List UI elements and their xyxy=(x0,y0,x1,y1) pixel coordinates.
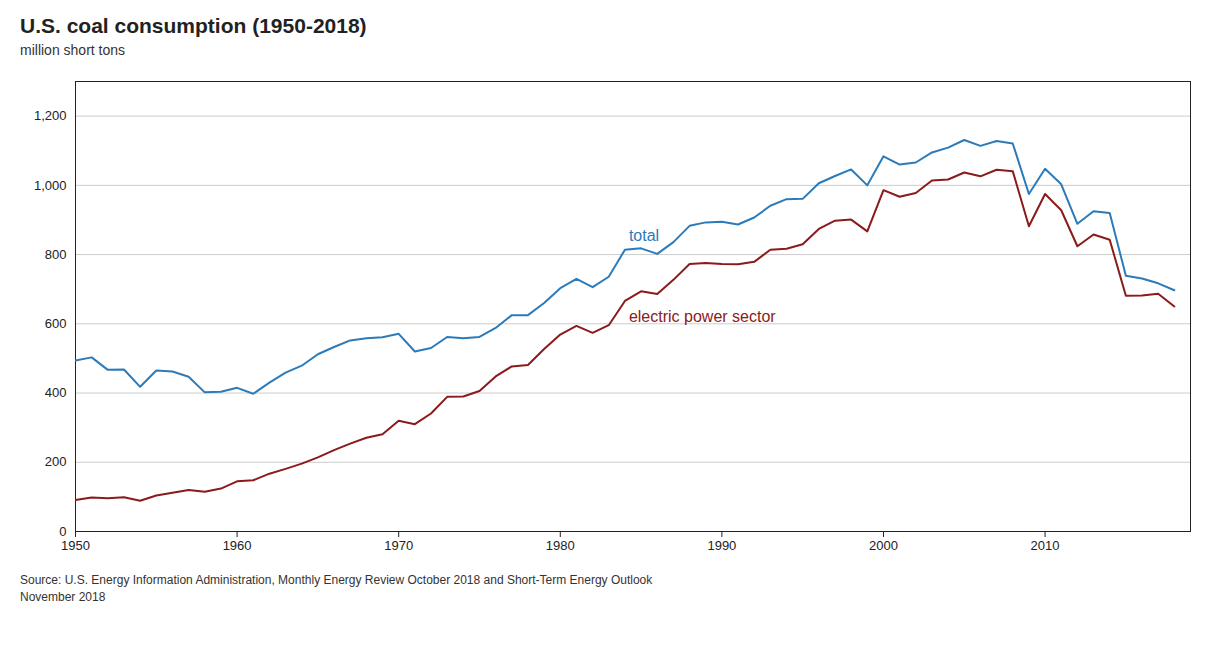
svg-text:200: 200 xyxy=(45,454,67,469)
svg-text:1,200: 1,200 xyxy=(34,108,67,123)
svg-text:1970: 1970 xyxy=(384,538,413,553)
svg-text:1980: 1980 xyxy=(546,538,575,553)
html-text:Source: U.S. Energy Informatio: Source: U.S. Energy Information Administ… xyxy=(20,573,653,587)
svg-text:1950: 1950 xyxy=(61,538,90,553)
html-text:million short tons: million short tons xyxy=(20,42,125,58)
svg-text:800: 800 xyxy=(45,247,67,262)
svg-text:2000: 2000 xyxy=(869,538,898,553)
svg-text:0: 0 xyxy=(59,524,66,539)
svg-text:1,000: 1,000 xyxy=(34,178,67,193)
svg-text:total: total xyxy=(629,227,659,244)
html-text:U.S. coal consumption (1950-20: U.S. coal consumption (1950-2018) xyxy=(20,14,367,37)
svg-text:1960: 1960 xyxy=(223,538,252,553)
svg-text:600: 600 xyxy=(45,316,67,331)
svg-text:400: 400 xyxy=(45,385,67,400)
html-text:November 2018: November 2018 xyxy=(20,589,106,604)
svg-text:1990: 1990 xyxy=(707,538,736,553)
svg-text:electric power sector: electric power sector xyxy=(629,308,776,325)
svg-text:2010: 2010 xyxy=(1031,538,1060,553)
